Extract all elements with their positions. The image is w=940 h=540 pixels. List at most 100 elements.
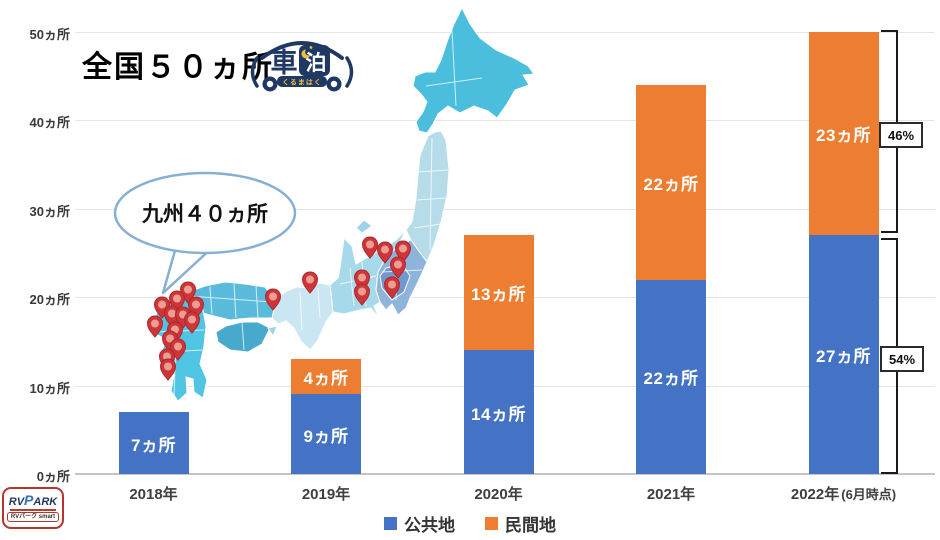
y-axis-label: 20ヵ所 <box>29 292 70 308</box>
logo-moon-cut <box>305 48 312 56</box>
rv-park-logo: RVPARK RVパーク smart <box>2 487 64 529</box>
map-region-tohoku <box>405 130 450 264</box>
legend: 公共地 民間地 <box>0 511 940 536</box>
legend-label-private: 民間地 <box>505 516 556 535</box>
logo-kanji-kuruma: 車 <box>271 48 298 78</box>
location-pin-icon <box>179 281 197 304</box>
percent-brackets <box>881 30 898 474</box>
x-axis-label: 2021年 <box>646 486 696 503</box>
bar-segment-公共地: 27ヵ所 <box>808 235 879 474</box>
bar-segment-民間地: 22ヵ所 <box>636 85 706 280</box>
location-pin-icon <box>376 241 394 264</box>
location-pin-icon <box>169 338 187 361</box>
bar-value-label: 9ヵ所 <box>303 426 349 446</box>
speech-bubble: 九州４０ヵ所 <box>113 171 297 295</box>
bar-value-label: 22ヵ所 <box>643 369 699 389</box>
location-pin-icon <box>158 348 176 371</box>
location-pin-icon <box>146 315 164 338</box>
bar-value-label: 13ヵ所 <box>471 285 526 305</box>
y-axis-label: 30ヵ所 <box>29 203 70 219</box>
rv-park-ark: ARK <box>33 495 58 508</box>
map-region-kanto <box>375 239 428 316</box>
y-axis-label: 10ヵ所 <box>29 380 70 396</box>
location-pin-icon <box>383 276 401 299</box>
rv-park-rv: RV <box>8 495 25 508</box>
map-region-chubu <box>329 229 407 319</box>
x-axis-label: 2018年 <box>129 486 178 503</box>
bar-segment-公共地: 22ヵ所 <box>636 279 706 474</box>
bar-segment-公共地: 9ヵ所 <box>291 394 361 474</box>
x-axis-label: 2022年 (6月時点) <box>790 486 897 503</box>
map-region-sado <box>355 219 373 234</box>
logo-reading-text: くるまはく <box>282 78 322 87</box>
location-pin-icon <box>187 296 205 319</box>
location-pin-icon <box>174 306 192 329</box>
map-region-hokkaido <box>412 6 535 134</box>
bar-segment-民間地: 13ヵ所 <box>463 235 534 351</box>
location-pin-icon <box>166 321 184 344</box>
legend-item-public: 公共地 <box>384 511 455 536</box>
logo-roof-arc <box>260 41 344 60</box>
x-axis-label: 2019年 <box>301 486 351 503</box>
pins-layer <box>146 236 412 381</box>
gridline <box>75 120 935 122</box>
kurumahaku-logo-icon: 車 泊 くるまはく <box>250 41 354 92</box>
location-pin-icon <box>394 240 412 263</box>
location-pin-icon <box>183 311 201 334</box>
bar-segment-公共地: 14ヵ所 <box>463 350 534 474</box>
y-axis-label: 50ヵ所 <box>29 27 70 42</box>
speech-bubble-tail <box>161 238 216 295</box>
gridline <box>75 32 935 33</box>
location-pin-icon <box>301 271 319 294</box>
logo-right-wheel-hub <box>330 80 338 88</box>
private-percent-badge: 46% <box>879 122 923 148</box>
bar-value-label: 23ヵ所 <box>816 126 871 146</box>
legend-swatch-public <box>384 517 397 530</box>
location-pin-icon <box>353 283 371 306</box>
bar-value-label: 7ヵ所 <box>131 435 176 455</box>
location-pin-icon <box>168 290 186 313</box>
logo-left-paren <box>250 56 259 88</box>
rv-park-brand: RVPARK <box>8 491 58 508</box>
logo-star-icon <box>309 46 313 49</box>
bar-segment-民間地: 4ヵ所 <box>291 359 361 395</box>
rv-park-p: P <box>24 491 34 508</box>
x-axis-label: 2020年 <box>474 486 523 503</box>
location-pin-icon <box>159 358 177 381</box>
logo-right-paren <box>345 56 354 88</box>
location-pin-icon <box>353 269 371 292</box>
bar-segment-民間地: 23ヵ所 <box>808 32 879 236</box>
legend-label-public: 公共地 <box>404 516 455 535</box>
rv-park-divider <box>10 508 56 511</box>
page-title: 全国５０ヵ所 <box>82 51 274 84</box>
map-region-kanto-inner <box>379 263 411 301</box>
location-pin-icon <box>153 296 171 319</box>
speech-bubble-text: 九州４０ヵ所 <box>141 203 268 226</box>
location-pin-icon <box>161 330 179 353</box>
y-axis-label: 0ヵ所 <box>36 469 70 484</box>
legend-swatch-private <box>485 517 498 530</box>
bar-value-label: 14ヵ所 <box>471 404 526 424</box>
location-pin-icon <box>361 236 379 259</box>
logo-kanji-haku: 泊 <box>306 52 327 75</box>
map-region-shikoku <box>215 321 271 353</box>
location-pin-icon <box>264 288 282 311</box>
speech-bubble-body <box>113 171 297 255</box>
bar-value-label: 27ヵ所 <box>816 347 871 367</box>
logo-left-wheel-hub <box>266 80 274 88</box>
y-axis-label: 40ヵ所 <box>29 115 70 131</box>
location-pin-icon <box>389 256 407 279</box>
legend-item-private: 民間地 <box>485 511 556 536</box>
gridline <box>75 208 935 210</box>
gridline <box>75 473 935 475</box>
bar-value-label: 22ヵ所 <box>643 174 699 194</box>
bar-segment-公共地: 7ヵ所 <box>118 412 189 474</box>
bar-value-label: 4ヵ所 <box>303 369 349 389</box>
location-pin-icon <box>163 305 181 328</box>
map-region-awaji <box>267 325 278 338</box>
rv-park-subtext: RVパーク smart <box>6 511 60 522</box>
logo-reading-band <box>277 76 327 87</box>
map-region-chugoku <box>184 281 277 321</box>
public-percent-badge: 54% <box>880 346 924 372</box>
